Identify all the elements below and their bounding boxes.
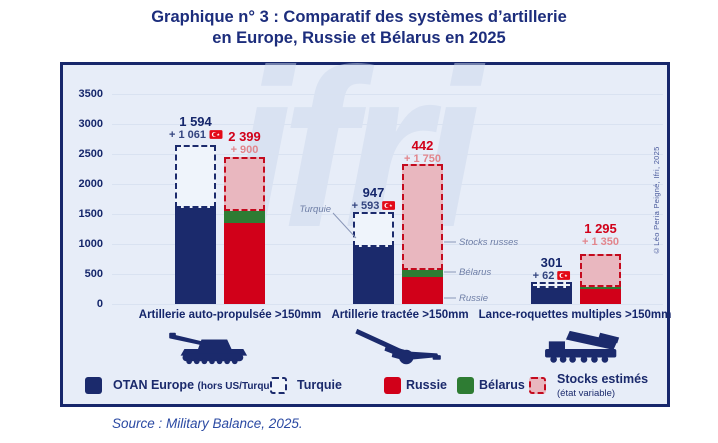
label-otan-g1: 1 594 + 1 061 [169,114,223,141]
label-russie-g1: 2 399 + 900 [228,129,261,156]
turkey-flag-icon [382,201,396,210]
stocks-extra-g1: + 900 [230,144,259,156]
multiple-rocket-launcher-icon [545,330,620,363]
label-otan-g2: 947 + 593 [352,185,396,212]
label-russie-g2: 442 + 1 750 [404,138,441,165]
bar-belarus-g1 [224,210,265,223]
legend-label-4: Bélarus [479,378,525,392]
legend-swatch-solid-navy [85,377,102,394]
bar-turquie-dashed-g2 [353,211,394,248]
turquie-extra-g1: + 1 061 [169,129,223,141]
category-label-g3: Lance-roquettes multiples >150mm [478,309,672,321]
source-line: Source : Military Balance, 2025. [112,416,303,431]
copyright-credit: ©Léo Peria Peigné, Ifri, 2025 [652,146,661,255]
bar-otan-solid-g1 [175,208,216,304]
bar-russie-g1 [224,223,265,304]
russie-value-g2: 442 [411,138,434,153]
otan-value-g2: 947 [362,185,385,200]
title-line2: en Europe, Russie et Bélarus en 2025 [212,29,506,47]
annotation-turquie: Turquie [299,204,331,215]
stocks-extra-g3: + 1 350 [581,236,620,248]
self-propelled-howitzer-icon [169,332,248,365]
legend-label-1: OTAN Europe (hors US/Turquie) [113,378,282,392]
bar-turquie-dashed-g1 [175,144,216,209]
bar-stocks-estimes-g3 [580,254,621,287]
otan-value-g3: 301 [540,255,563,270]
gridline-2500 [112,154,663,155]
stocks-extra-g2: + 1 750 [403,153,442,165]
bar-otan-solid-g2 [353,247,394,304]
legend-label-3: Russie [406,378,447,392]
legend-swatch-dashed-red [529,377,546,394]
y-tick-label-500: 500 [84,268,103,280]
legend-swatch-solid-red [384,377,401,394]
category-label-g2: Artillerie tractée >150mm [331,309,469,321]
legend-swatch-dashed-navy [270,377,287,394]
y-tick-label-0: 0 [96,298,103,310]
gridline-0 [112,304,663,305]
legend-label-5: Stocks estimés [557,372,649,386]
annotation-russie: Russie [459,293,489,304]
legend-swatch-solid-green [457,377,474,394]
y-tick-label-2000: 2000 [78,178,103,190]
page-title: Graphique n° 3 : Comparatif des systèmes… [0,7,718,49]
legend-sublabel-inline: (hors US/Turquie) [197,381,282,392]
y-tick-label-3500: 3500 [78,88,103,100]
y-tick-label-1500: 1500 [78,208,103,220]
y-tick-label-1000: 1000 [78,238,103,250]
bar-turquie-dashed-g3 [531,282,572,288]
bar-otan-solid-g3 [531,285,572,304]
otan-value-g1: 1 594 [179,114,212,129]
russie-value-g1: 2 399 [228,129,261,144]
bar-stocks-estimes-g1 [224,156,265,211]
gridline-2000 [112,184,663,185]
y-tick-label-3000: 3000 [78,118,103,130]
turquie-extra-g2: + 593 [352,200,396,212]
y-tick-label-2500: 2500 [78,148,103,160]
annotation-belarus: Bélarus [459,267,492,278]
annotation-stocks-russes: Stocks russes [459,237,519,248]
bar-stocks-estimes-g2 [402,164,443,271]
turkey-flag-icon [557,271,571,280]
label-russie-g3: 1 295 + 1 350 [582,221,619,248]
gridline-3500 [112,94,663,95]
towed-howitzer-icon [355,328,441,365]
turkey-flag-icon [209,130,223,139]
bar-russie-g3 [580,289,621,304]
turquie-extra-g3: + 62 [533,270,571,282]
title-line1: Graphique n° 3 : Comparatif des systèmes… [151,8,567,26]
bar-russie-g2 [402,277,443,304]
bar-belarus-g3 [580,286,621,289]
label-otan-g3: 301 + 62 [533,255,571,282]
legend-label-2: Turquie [297,378,342,392]
bar-belarus-g2 [402,270,443,278]
gridline-3000 [112,124,663,125]
legend-sublabel-below: (état variable) [557,388,616,399]
category-label-g1: Artillerie auto-propulsée >150mm [138,309,322,321]
russie-value-g3: 1 295 [584,221,617,236]
